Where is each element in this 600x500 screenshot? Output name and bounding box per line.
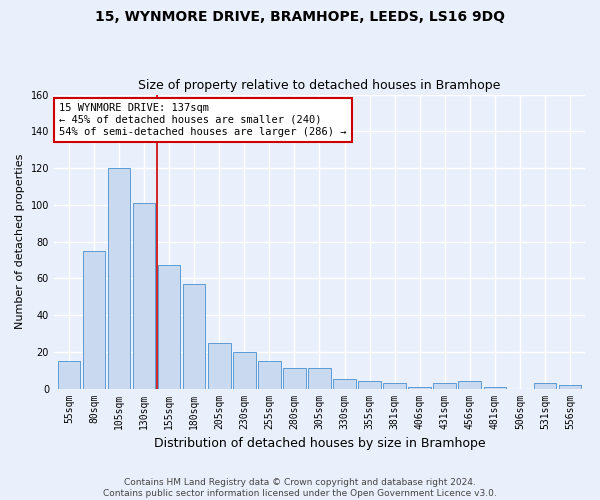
Bar <box>333 380 356 388</box>
Bar <box>108 168 130 388</box>
Bar <box>533 383 556 388</box>
Bar <box>308 368 331 388</box>
Bar <box>233 352 256 389</box>
Bar <box>258 361 281 388</box>
Bar <box>559 385 581 388</box>
Bar <box>458 381 481 388</box>
Bar <box>484 386 506 388</box>
Title: Size of property relative to detached houses in Bramhope: Size of property relative to detached ho… <box>138 79 500 92</box>
Bar <box>208 342 230 388</box>
Bar <box>83 250 105 388</box>
Bar <box>409 386 431 388</box>
Text: 15 WYNMORE DRIVE: 137sqm
← 45% of detached houses are smaller (240)
54% of semi-: 15 WYNMORE DRIVE: 137sqm ← 45% of detach… <box>59 104 347 136</box>
Bar <box>383 383 406 388</box>
Y-axis label: Number of detached properties: Number of detached properties <box>15 154 25 329</box>
Bar <box>183 284 205 389</box>
Bar <box>358 381 381 388</box>
Bar <box>133 203 155 388</box>
Bar <box>283 368 305 388</box>
Bar <box>433 383 456 388</box>
Text: Contains HM Land Registry data © Crown copyright and database right 2024.
Contai: Contains HM Land Registry data © Crown c… <box>103 478 497 498</box>
Text: 15, WYNMORE DRIVE, BRAMHOPE, LEEDS, LS16 9DQ: 15, WYNMORE DRIVE, BRAMHOPE, LEEDS, LS16… <box>95 10 505 24</box>
X-axis label: Distribution of detached houses by size in Bramhope: Distribution of detached houses by size … <box>154 437 485 450</box>
Bar <box>158 266 181 388</box>
Bar <box>58 361 80 388</box>
